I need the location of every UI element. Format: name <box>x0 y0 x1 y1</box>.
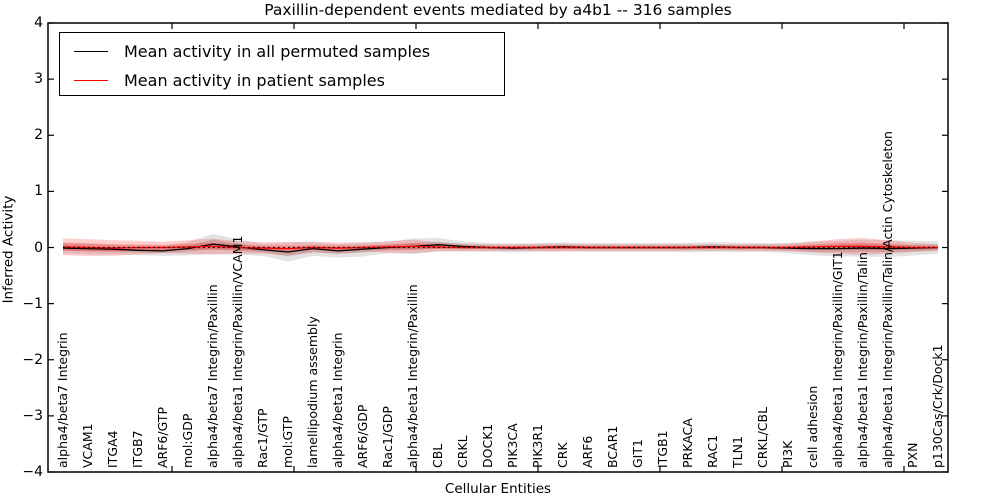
y-tick-label: −2 <box>22 351 43 368</box>
x-category-label: ITGB1 <box>655 430 670 468</box>
x-axis-label: Cellular Entities <box>444 481 552 497</box>
x-category-label: ARF6/GTP <box>155 406 170 468</box>
x-category-label: ITGB7 <box>130 430 145 468</box>
x-category-label: ARF6 <box>580 435 595 468</box>
y-tick-label: 3 <box>34 71 43 88</box>
permuted-line-swatch <box>74 50 108 52</box>
x-category-label: CRKL/CBL <box>755 406 770 468</box>
x-category-label: PXN <box>905 442 920 468</box>
x-category-label: cell adhesion <box>805 385 820 468</box>
x-category-label: VCAM1 <box>80 423 95 468</box>
x-category-label: CBL <box>430 443 445 468</box>
chart-title: Paxillin-dependent events mediated by a4… <box>264 1 732 19</box>
x-category-label: alpha4/beta1 Integrin/Paxillin <box>405 284 420 468</box>
x-category-label: Rac1/GDP <box>380 406 395 468</box>
x-category-label: alpha4/beta7 Integrin <box>55 332 70 468</box>
x-category-label: alpha4/beta1 Integrin/Paxillin/Talin <box>855 252 870 468</box>
legend-label-permuted: Mean activity in all permuted samples <box>124 41 431 61</box>
x-category-label: PRKACA <box>680 418 695 468</box>
y-tick-label: 4 <box>34 15 43 31</box>
x-category-label: BCAR1 <box>605 425 620 468</box>
x-category-label: TLN1 <box>730 436 745 468</box>
legend-label-patient: Mean activity in patient samples <box>124 70 385 90</box>
x-category-label: ARF6/GDP <box>355 404 370 468</box>
x-category-label: ITGA4 <box>105 430 120 468</box>
x-category-label: RAC1 <box>705 434 720 468</box>
x-category-label: PI3K <box>780 440 795 468</box>
patient-line-swatch <box>74 79 108 81</box>
legend-item-patient: Mean activity in patient samples <box>60 67 504 93</box>
x-category-label: mol:GTP <box>280 416 295 468</box>
x-category-label: p130Cas/Crk/Dock1 <box>930 344 945 468</box>
x-category-label: alpha4/beta1 Integrin <box>330 332 345 468</box>
x-category-label: GIT1 <box>630 439 645 468</box>
y-tick-label: −3 <box>22 407 43 424</box>
x-category-label: Rac1/GTP <box>255 408 270 468</box>
x-category-label: alpha4/beta1 Integrin/Paxillin/VCAM1 <box>230 235 245 468</box>
y-tick-label: −4 <box>22 464 43 480</box>
legend-item-permuted: Mean activity in all permuted samples <box>60 38 504 64</box>
x-category-label: DOCK1 <box>480 423 495 468</box>
y-tick-label: 0 <box>34 239 43 256</box>
x-category-label: lamellipodium assembly <box>305 316 320 468</box>
legend-box: Mean activity in all permuted samples Me… <box>59 32 505 96</box>
x-category-label: mol:GDP <box>180 413 195 468</box>
y-tick-label: 1 <box>34 183 43 200</box>
x-category-label: CRK <box>555 442 570 468</box>
x-category-label: PIK3CA <box>505 423 520 468</box>
x-category-label: alpha4/beta1 Integrin/Paxillin/GIT1 <box>830 251 845 468</box>
x-category-label: PIK3R1 <box>530 423 545 468</box>
y-tick-label: 2 <box>34 127 43 144</box>
x-category-label: CRKL <box>455 435 470 468</box>
y-tick-label: −1 <box>22 295 43 312</box>
x-category-label: alpha4/beta1 Integrin/Paxillin/Talin/Act… <box>880 131 895 468</box>
x-category-label: alpha4/beta7 Integrin/Paxillin <box>205 284 220 468</box>
patient-mean-line <box>62 245 938 250</box>
